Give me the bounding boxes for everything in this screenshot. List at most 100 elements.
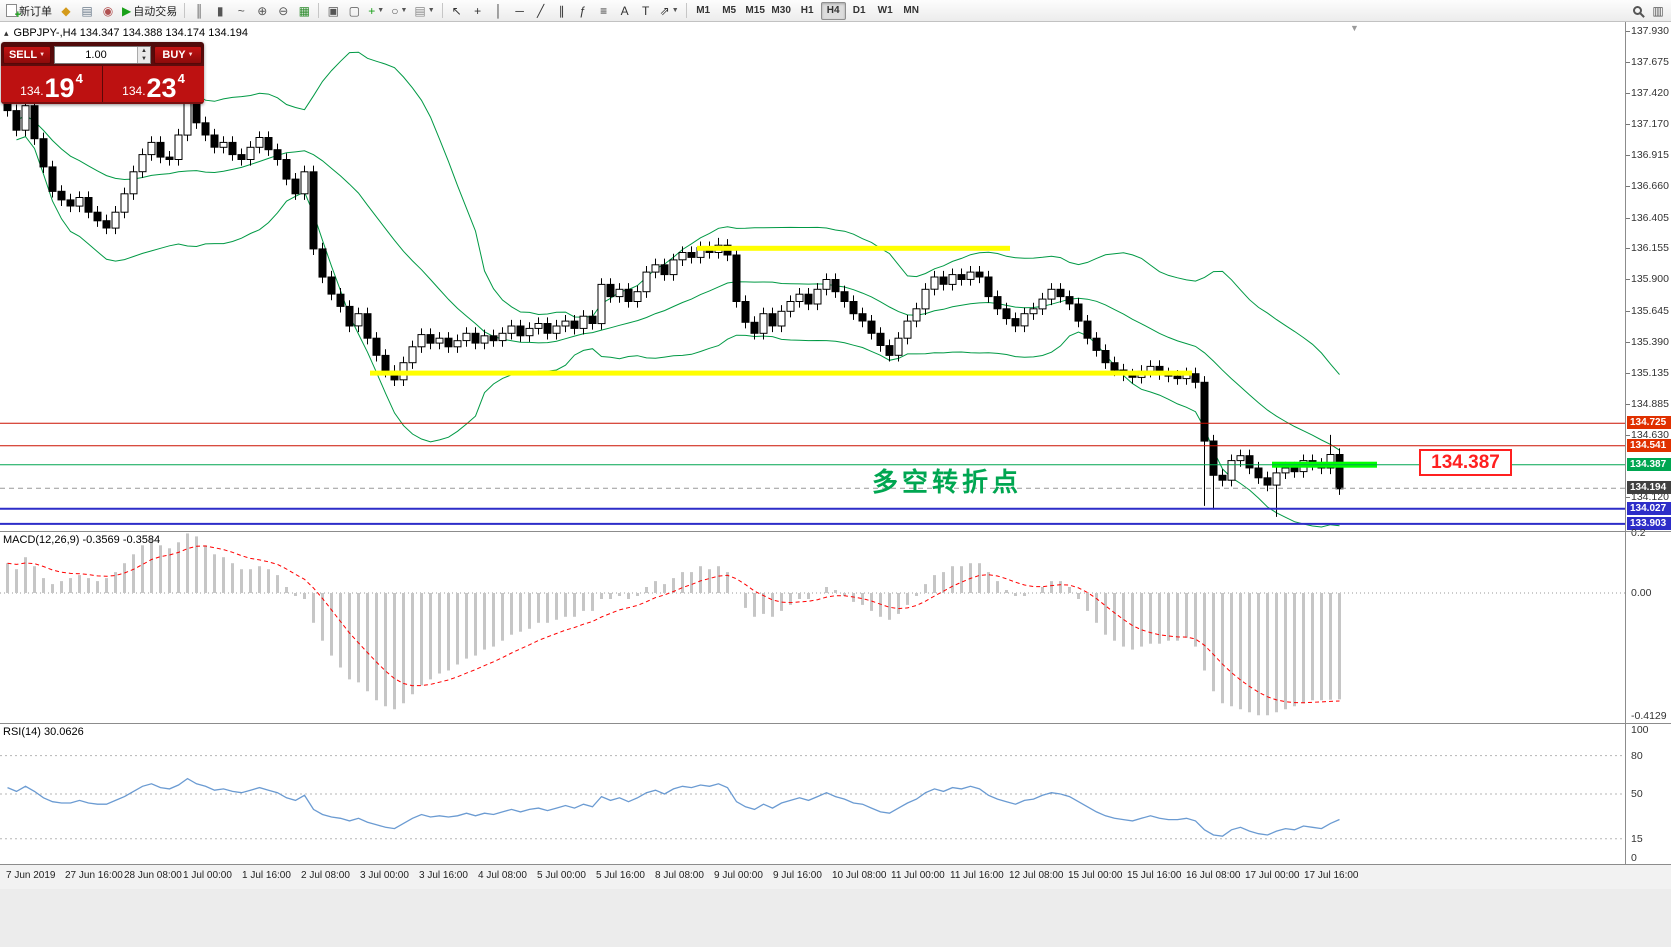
data-window-icon: ▢ xyxy=(348,3,360,18)
chart-list-button[interactable]: ▣ xyxy=(323,1,343,20)
price-tick-label: 137.675 xyxy=(1631,56,1669,68)
price-chart-panel[interactable]: ▴ GBPJPY-,H4 134.347 134.388 134.174 134… xyxy=(0,22,1625,531)
timeframe-m1-button[interactable]: M1 xyxy=(696,5,711,16)
candle-body xyxy=(201,122,210,136)
price-tick-mark xyxy=(1626,155,1630,156)
candle-body xyxy=(894,337,903,356)
annotation-text[interactable]: 多空转折点 xyxy=(872,467,1023,497)
candle-body xyxy=(651,264,660,273)
volume-up-button[interactable]: ▲ xyxy=(138,46,150,55)
periods-icon: ○ xyxy=(391,3,399,18)
candle-body xyxy=(1173,375,1182,380)
fibonacci-button[interactable]: ƒ xyxy=(573,1,593,20)
templates-button[interactable]: ▤ ▼ xyxy=(411,1,437,20)
panel-separator[interactable] xyxy=(0,531,1671,532)
time-axis-label: 12 Jul 08:00 xyxy=(1009,870,1064,881)
candle-body xyxy=(957,274,966,281)
timeframe-m5-button[interactable]: M5 xyxy=(722,5,737,16)
candle-body xyxy=(1047,288,1056,300)
autotrading-button[interactable]: ▶ 自动交易 xyxy=(119,1,180,20)
price-tick-label: 135.135 xyxy=(1631,367,1669,379)
chart-shift-marker[interactable]: ▼ xyxy=(1350,23,1359,33)
time-axis[interactable]: 7 Jun 2019 27 Jun 16:00 28 Jun 08:00 1 Jul … xyxy=(0,865,1671,889)
time-axis-label: 17 Jul 00:00 xyxy=(1245,870,1300,881)
rsi-panel[interactable]: RSI(14) 30.0626 xyxy=(0,724,1625,864)
trendline-segment[interactable] xyxy=(697,245,1010,251)
vertical-line-button[interactable]: │ xyxy=(489,1,509,20)
new-order-icon xyxy=(6,4,21,21)
candle-body xyxy=(759,313,768,334)
candle-body xyxy=(786,301,795,312)
text-button[interactable]: A xyxy=(615,1,635,20)
candlestick-chart-button[interactable]: ▮ xyxy=(210,1,230,20)
candle-body xyxy=(687,252,696,258)
search-button[interactable] xyxy=(1627,1,1647,20)
candlestick-chart[interactable] xyxy=(0,22,1625,531)
panel-separator[interactable] xyxy=(0,864,1671,865)
candle-body xyxy=(1227,460,1236,481)
timeframe-h4-button[interactable]: H4 xyxy=(820,1,846,20)
candle-body xyxy=(354,313,363,327)
buy-button[interactable]: BUY ▼ xyxy=(154,45,202,64)
time-axis-label: 27 Jun 16:00 xyxy=(65,870,123,881)
indicators-button[interactable]: + ▼ xyxy=(365,1,387,20)
timeframe-mn-button[interactable]: MN xyxy=(903,5,919,16)
new-order-button[interactable]: 新订单 xyxy=(3,1,55,21)
candle-body xyxy=(1110,362,1119,371)
candle-body xyxy=(543,323,552,334)
new-chart-button[interactable]: ◆ xyxy=(56,1,76,20)
data-window-button[interactable]: ▢ xyxy=(344,1,364,20)
timeframe-h1-button[interactable]: H1 xyxy=(800,5,814,16)
market-watch-button[interactable]: ◉ xyxy=(98,1,118,20)
price-tick-label: 134.630 xyxy=(1631,429,1669,441)
popup-prices-icon: ▥ xyxy=(1652,3,1664,18)
price-axis[interactable]: 137.930 137.675 137.420 137.170 136.915 136.6… xyxy=(1625,22,1671,864)
volume-field[interactable]: 1.00 ▲ ▼ xyxy=(54,45,151,64)
one-click-collapse-icon[interactable]: ▴ xyxy=(4,27,9,38)
candle-body xyxy=(534,323,543,329)
profiles-button[interactable]: ▤ xyxy=(77,1,97,20)
timeframe-m15-button[interactable]: M15 xyxy=(745,5,765,16)
buy-price-button[interactable]: 134. 23 4 xyxy=(103,66,204,102)
price-tag: 134.194 xyxy=(1627,481,1671,494)
arrows-button[interactable]: ⇗ ▼ xyxy=(657,1,682,20)
candle-body xyxy=(831,279,840,293)
periods-button[interactable]: ○ ▼ xyxy=(388,1,410,20)
candle-body xyxy=(255,137,264,148)
sell-price-button[interactable]: 134. 19 4 xyxy=(1,66,102,102)
trendline-button[interactable]: ╱ xyxy=(531,1,551,20)
line-chart-button[interactable]: ~ xyxy=(231,1,251,20)
trendline-segment[interactable] xyxy=(370,370,1192,376)
tile-windows-button[interactable]: ▦ xyxy=(294,1,314,20)
timeframe-d1-button[interactable]: D1 xyxy=(852,5,866,16)
tile-windows-icon: ▦ xyxy=(298,3,310,18)
volume-down-button[interactable]: ▼ xyxy=(138,54,150,63)
crosshair-button[interactable]: + xyxy=(468,1,488,20)
sell-button[interactable]: SELL ▼ xyxy=(3,45,51,64)
horizontal-line-button[interactable]: ─ xyxy=(510,1,530,20)
price-tick-mark xyxy=(1626,497,1630,498)
candle-body xyxy=(1020,313,1029,327)
candle-body xyxy=(111,211,120,229)
macd-chart xyxy=(0,533,1625,716)
candle-body xyxy=(309,171,318,250)
macd-axis-label: -0.4129 xyxy=(1631,710,1667,722)
cursor-button[interactable]: ↖ xyxy=(447,1,467,20)
timeframe-w1-button[interactable]: W1 xyxy=(877,5,893,16)
popup-prices-button[interactable]: ▥ xyxy=(1648,1,1668,20)
price-tick-mark xyxy=(1626,279,1630,280)
equidistant-channel-button[interactable]: ∥ xyxy=(552,1,572,20)
candle-body xyxy=(372,337,381,356)
shapes-button[interactable]: ≡ xyxy=(594,1,614,20)
panel-separator[interactable] xyxy=(0,723,1671,724)
chevron-down-icon: ▼ xyxy=(187,51,194,58)
timeframe-m30-button[interactable]: M30 xyxy=(771,5,791,16)
zoom-in-button[interactable]: ⊕ xyxy=(252,1,272,20)
zoom-out-button[interactable]: ⊖ xyxy=(273,1,293,20)
macd-panel[interactable]: MACD(12,26,9) -0.3569 -0.3584 xyxy=(0,532,1625,723)
text-label-button[interactable]: T xyxy=(636,1,656,20)
bar-chart-button[interactable]: ║ xyxy=(189,1,209,20)
price-callout[interactable]: 134.387 xyxy=(1419,449,1512,476)
candle-body xyxy=(282,159,291,180)
candle-body xyxy=(498,332,507,342)
